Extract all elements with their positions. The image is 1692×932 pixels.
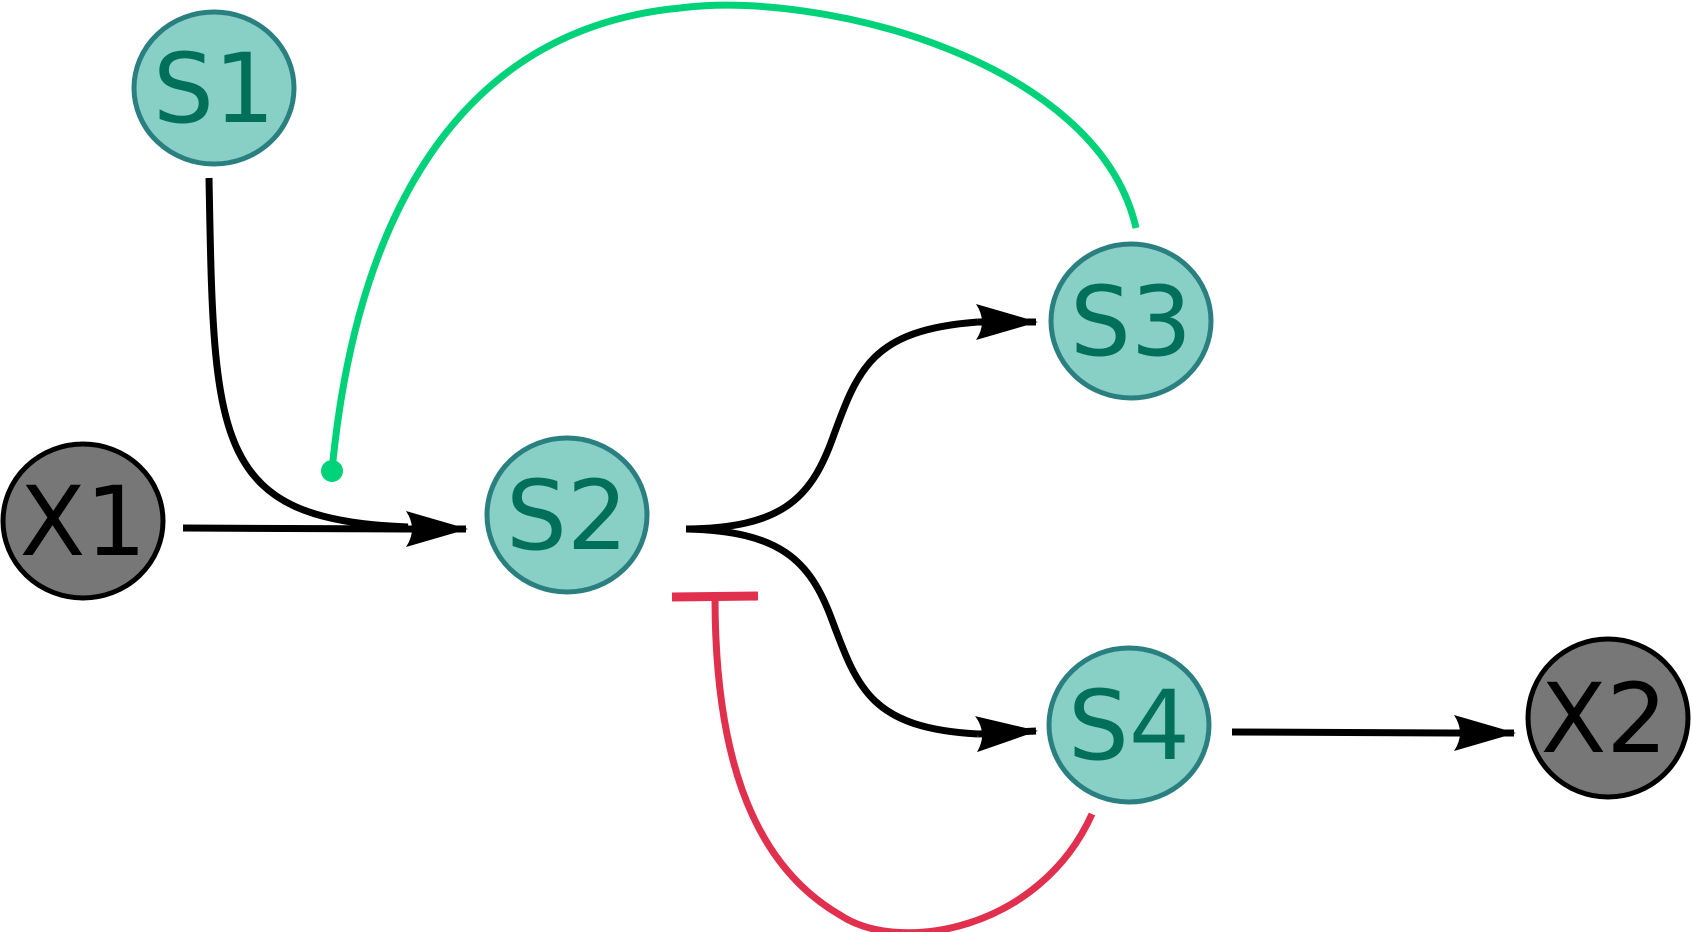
edge-reaction-x1-s2 <box>182 177 468 547</box>
edge-reaction-s2-s4 <box>685 525 1038 753</box>
edge-reaction-s2-s3 <box>685 304 1038 533</box>
node-x1-label: X1 <box>20 466 147 578</box>
node-s3-label: S3 <box>1070 266 1192 378</box>
edge-inhibitor-s4 <box>671 591 1096 932</box>
node-x1[interactable]: X1 <box>0 441 166 601</box>
node-s1[interactable]: S1 <box>131 9 297 167</box>
node-s3[interactable]: S3 <box>1048 241 1214 401</box>
node-s4[interactable]: S4 <box>1046 645 1212 805</box>
node-x2[interactable]: X2 <box>1525 636 1691 800</box>
node-s1-label: S1 <box>153 33 275 145</box>
node-s4-label: S4 <box>1068 670 1190 782</box>
node-x2-label: X2 <box>1541 663 1668 775</box>
node-s2-label: S2 <box>506 460 628 572</box>
edge-modifier-s3 <box>321 1 1140 482</box>
node-s2[interactable]: S2 <box>484 435 650 595</box>
edge-reaction-s4-x2 <box>1231 715 1516 751</box>
